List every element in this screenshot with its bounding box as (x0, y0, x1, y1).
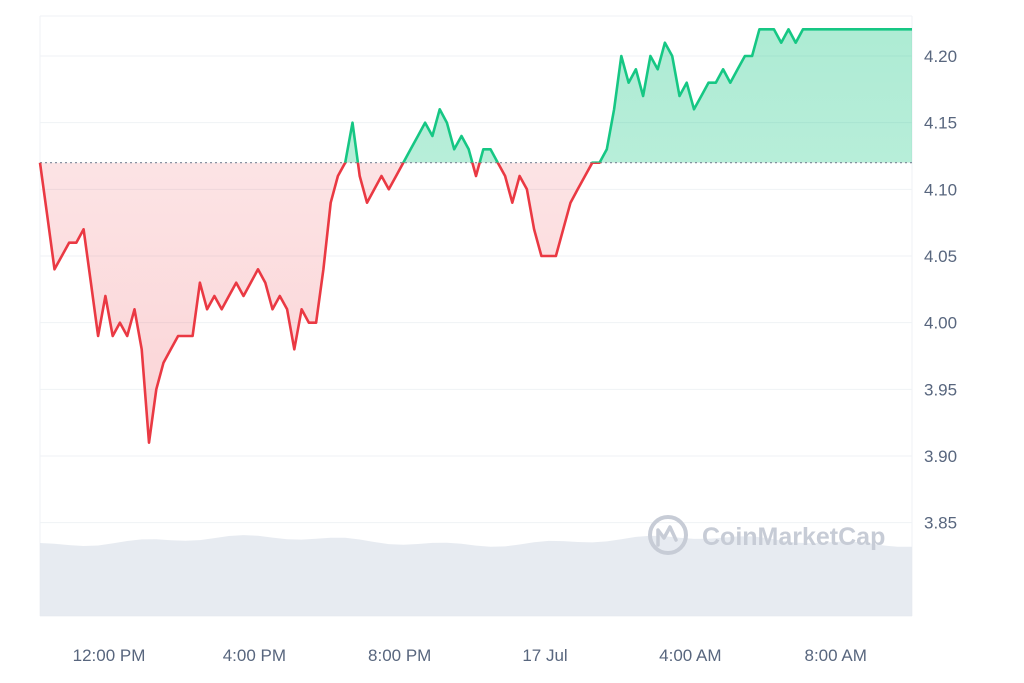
volume-area (40, 535, 912, 616)
x-tick-label: 4:00 PM (223, 646, 286, 665)
y-axis: 4.20 4.15 4.10 4.05 4.00 3.95 3.90 3.85 (924, 47, 957, 533)
y-tick-label: 3.95 (924, 380, 957, 399)
x-axis: 12:00 PM 4:00 PM 8:00 PM 17 Jul 4:00 AM 8:00 … (73, 646, 867, 665)
coinmarketcap-logo-icon (648, 515, 688, 555)
x-tick-label: 17 Jul (522, 646, 567, 665)
price-line-down (38, 162, 601, 444)
watermark-text: CoinMarketCap (702, 523, 885, 551)
y-tick-label: 4.20 (924, 47, 957, 66)
y-tick-label: 4.00 (924, 314, 957, 333)
price-line-up (40, 28, 912, 163)
price-line (38, 28, 912, 444)
y-tick-label: 4.15 (924, 114, 957, 133)
area-below-baseline (40, 162, 912, 443)
y-tick-label: 4.10 (924, 180, 957, 199)
coinmarketcap-watermark: CoinMarketCap (648, 515, 885, 555)
price-area (40, 29, 912, 443)
x-tick-label: 8:00 PM (368, 646, 431, 665)
y-tick-label: 4.05 (924, 247, 957, 266)
y-tick-label: 3.85 (924, 514, 957, 533)
volume-bars (40, 535, 912, 616)
area-above-baseline (345, 29, 912, 163)
y-tick-label: 3.90 (924, 447, 957, 466)
x-tick-label: 8:00 AM (805, 646, 867, 665)
x-tick-label: 4:00 AM (659, 646, 721, 665)
x-tick-label: 12:00 PM (73, 646, 146, 665)
